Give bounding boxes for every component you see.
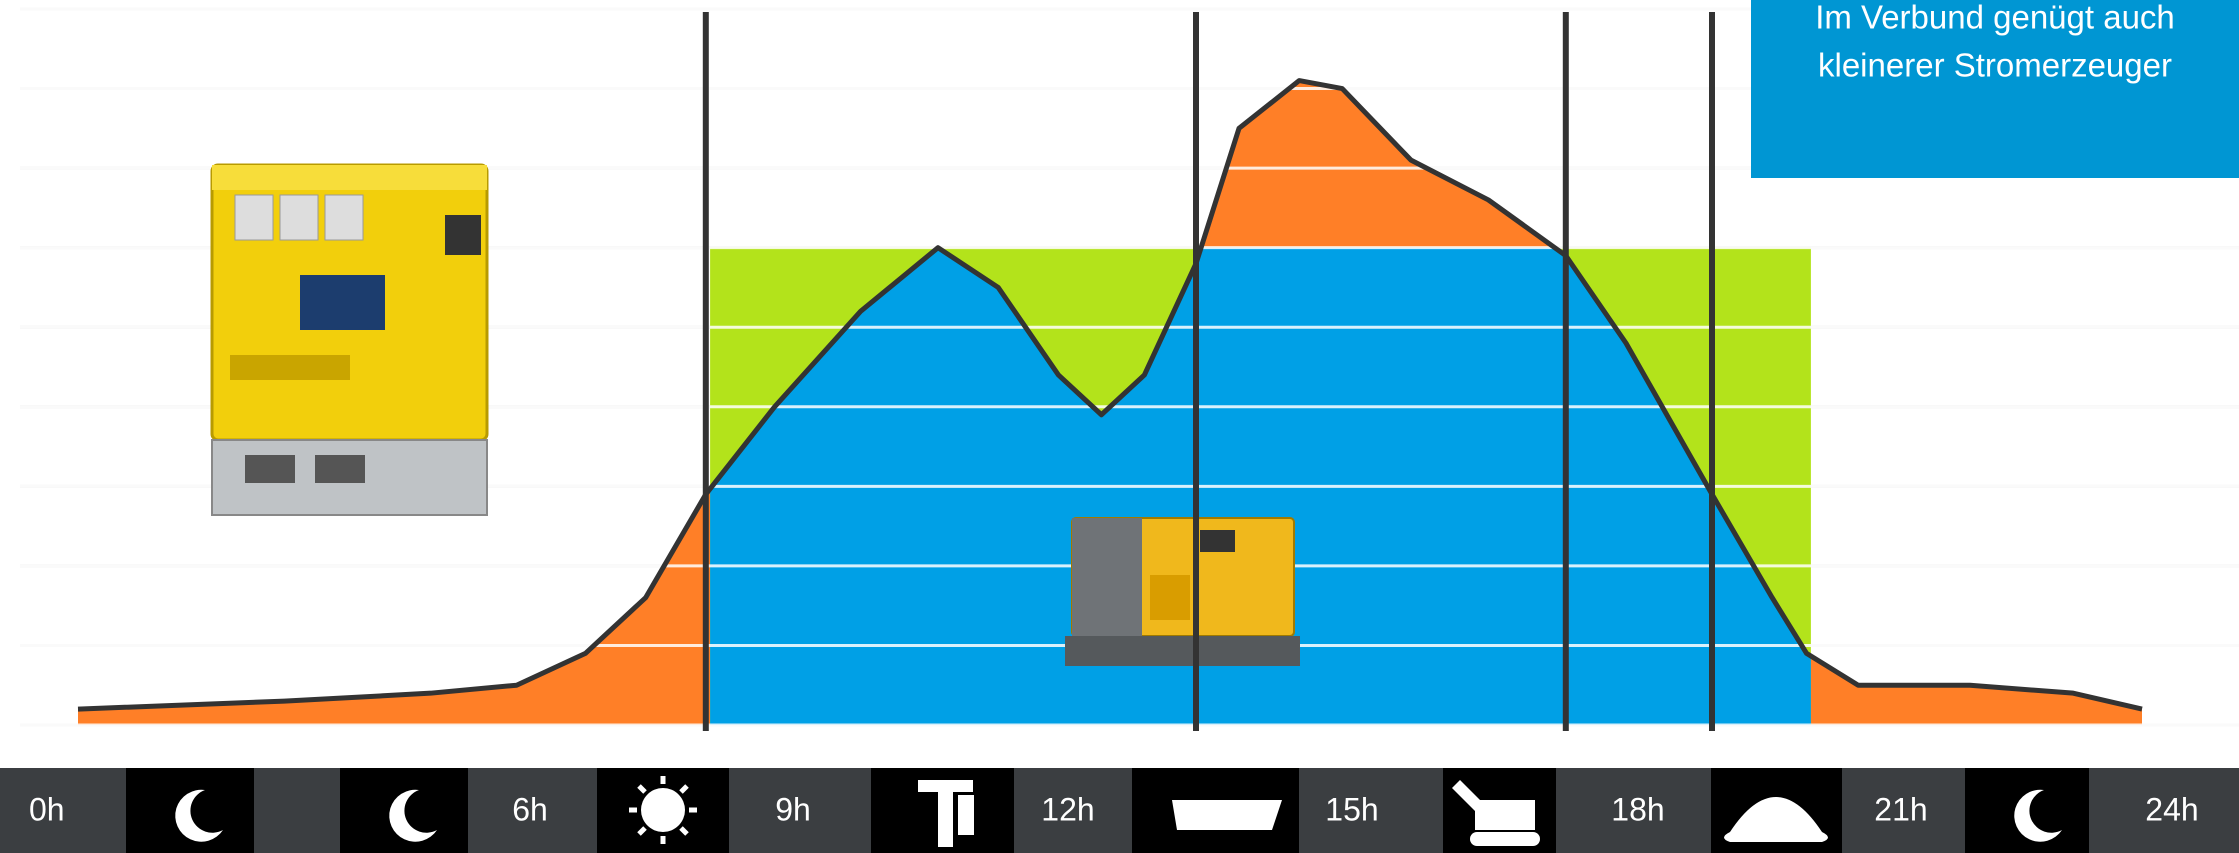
lines bbox=[77, 12, 2143, 731]
timeline-label: 12h bbox=[1041, 791, 1094, 827]
timeline-label: 6h bbox=[512, 791, 548, 827]
timeline-label: 18h bbox=[1611, 791, 1664, 827]
timeline-bar bbox=[0, 768, 2239, 853]
timeline-label: 15h bbox=[1325, 791, 1378, 827]
timeline-label: 24h bbox=[2145, 791, 2198, 827]
generator-small bbox=[1065, 517, 1300, 666]
timeline-label: 9h bbox=[775, 791, 811, 827]
callout-box bbox=[1751, 0, 2239, 178]
generator-cabinet bbox=[210, 163, 489, 516]
timeline-label: 0h bbox=[29, 791, 65, 827]
callout-text: kleinerer Stromerzeuger bbox=[1818, 47, 2172, 84]
timeline-label: 21h bbox=[1874, 791, 1927, 827]
callout-text: Im Verbund genügt auch bbox=[1815, 0, 2175, 36]
